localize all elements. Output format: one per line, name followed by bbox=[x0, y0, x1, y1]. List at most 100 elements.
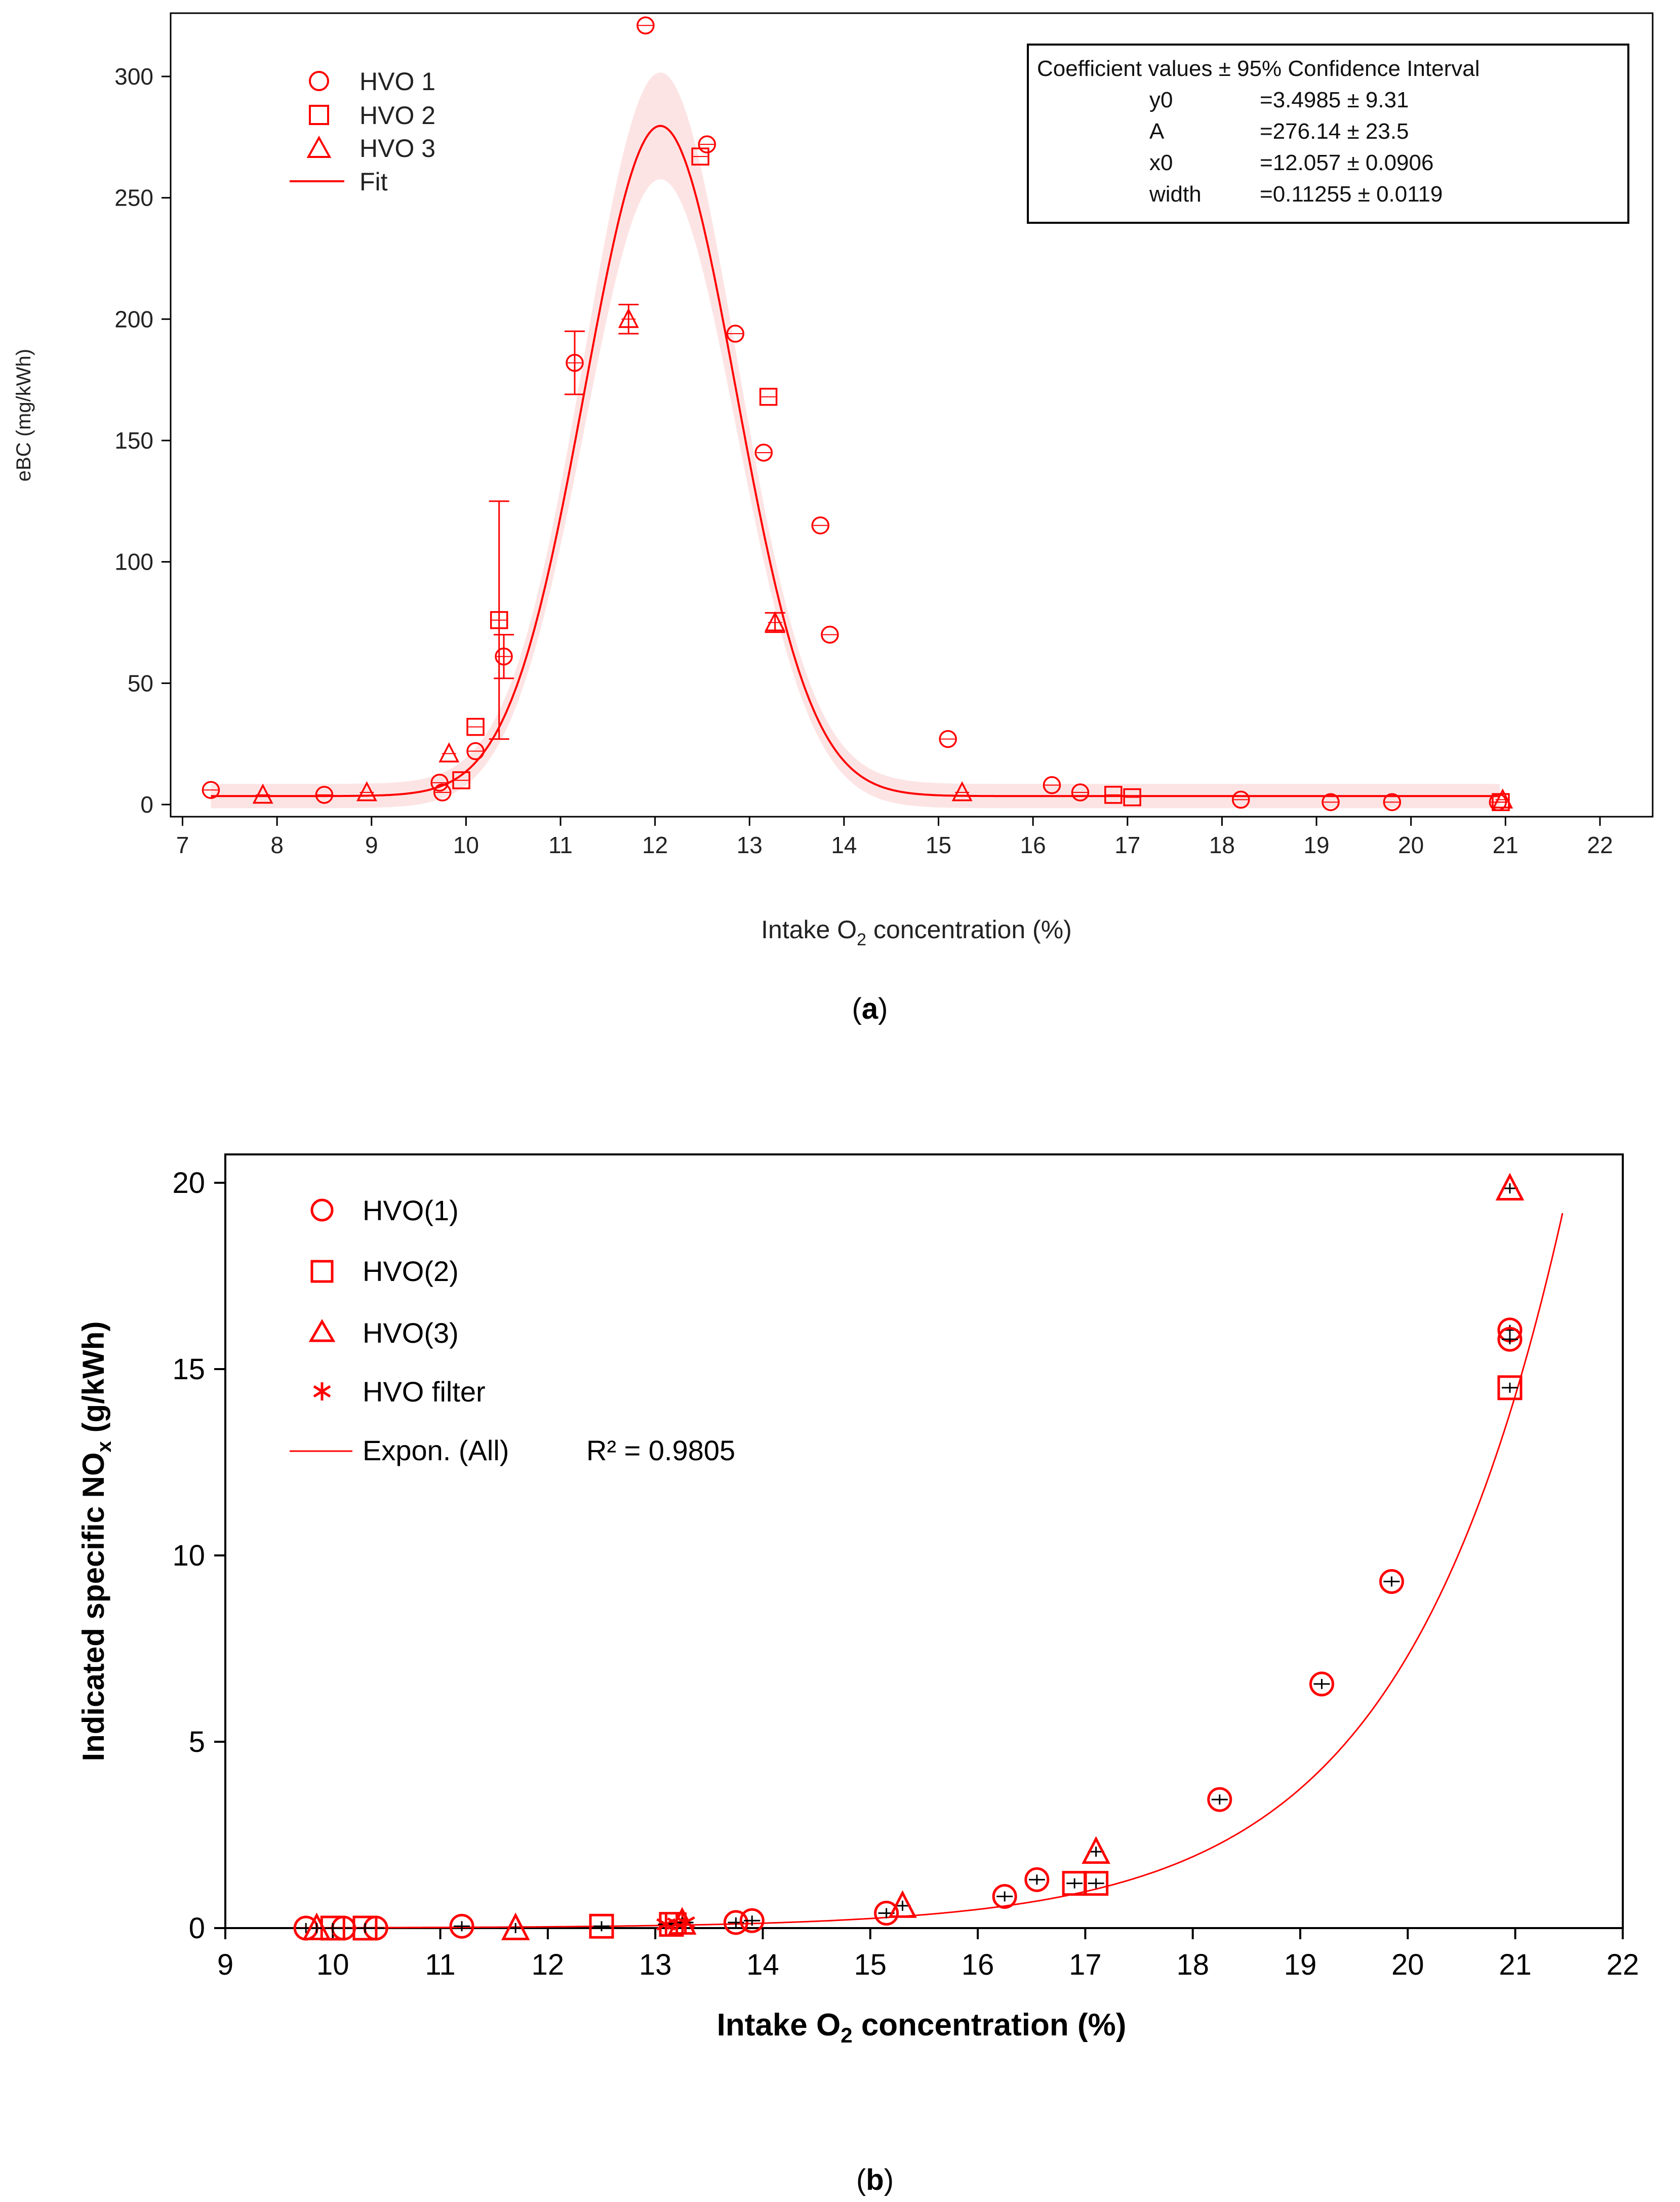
coef-name: width bbox=[1149, 182, 1202, 207]
data-point-triangle bbox=[1082, 1836, 1110, 1864]
chart-panel-a: 7 8 9 10 11 12 13 14 15 16 17 18 19 20 21 22 0 50 100 150 20… bbox=[13, 12, 1654, 1025]
y-tick-label-b: 15 bbox=[172, 1353, 205, 1386]
coef-title: Coefficient values ± 95% Confidence Inte… bbox=[1037, 56, 1480, 81]
data-point-square bbox=[1104, 786, 1123, 804]
legend-marker-triangle bbox=[308, 1319, 336, 1342]
x-tick-label-a: 20 bbox=[1398, 832, 1424, 858]
y-tick-label-b: 0 bbox=[189, 1912, 205, 1945]
data-point-circle bbox=[1207, 1787, 1232, 1812]
y-tick-label-a: 300 bbox=[114, 63, 153, 90]
y-axis-label-a: eBC (mg/kWh) bbox=[13, 349, 35, 482]
caption-b: (b) bbox=[856, 2164, 894, 2196]
data-point-circle bbox=[874, 1901, 899, 1926]
data-point-square bbox=[589, 1913, 614, 1939]
y-tick-label-b: 20 bbox=[172, 1167, 205, 1199]
coef-name: x0 bbox=[1149, 150, 1173, 175]
data-point-triangle bbox=[302, 1912, 331, 1941]
y-tick-label-a: 50 bbox=[128, 670, 153, 696]
x-tick-label-b: 18 bbox=[1176, 1948, 1209, 1981]
data-point-triangle bbox=[765, 611, 786, 631]
coef-value: =3.4985 ± 9.31 bbox=[1260, 88, 1409, 112]
legend-marker-square bbox=[310, 1260, 334, 1283]
x-tick-label-b: 22 bbox=[1607, 1948, 1639, 1981]
data-point-circle bbox=[1232, 790, 1250, 809]
data-point-circle bbox=[495, 647, 513, 666]
x-tick-label-a: 9 bbox=[365, 832, 378, 858]
legend-marker-square bbox=[309, 105, 329, 125]
legend-label-fit: Fit bbox=[359, 168, 388, 196]
x-tick-label-b: 9 bbox=[217, 1948, 233, 1981]
data-point-triangle bbox=[888, 1890, 917, 1918]
confidence-band bbox=[211, 72, 1500, 809]
y-tick-label-a: 100 bbox=[114, 549, 153, 575]
x-tick-label-b: 11 bbox=[425, 1948, 455, 1981]
x-tick-label-a: 11 bbox=[548, 832, 573, 858]
x-tick-label-a: 10 bbox=[453, 832, 479, 858]
legend-marker-circle bbox=[309, 71, 329, 91]
data-point-square bbox=[1084, 1871, 1109, 1896]
x-axis-label-b: Intake O2 concentration (%) bbox=[717, 2008, 1127, 2047]
legend-label-hvo3: HVO(3) bbox=[363, 1317, 459, 1349]
data-point-circle bbox=[754, 444, 773, 462]
data-point-circle bbox=[1322, 793, 1340, 811]
r-squared-label: R² = 0.9805 bbox=[586, 1434, 735, 1466]
x-tick-label-a: 21 bbox=[1493, 832, 1518, 858]
legend-label-expon: Expon. (All) bbox=[363, 1434, 509, 1466]
x-tick-label-a: 13 bbox=[737, 832, 763, 858]
data-point-circle bbox=[726, 325, 745, 343]
legend-a: HVO 1 HVO 2 HVO 3 Fit bbox=[290, 67, 435, 196]
x-tick-label-b: 19 bbox=[1284, 1948, 1317, 1981]
data-point-circle bbox=[992, 1884, 1017, 1909]
data-point-circle bbox=[433, 783, 452, 802]
x-tick-label-b: 13 bbox=[639, 1948, 672, 1981]
data-point-circle bbox=[466, 742, 485, 760]
x-axis-label-a: Intake O2 concentration (%) bbox=[761, 915, 1072, 949]
data-point-square bbox=[691, 147, 709, 166]
plot-frame-a bbox=[170, 12, 1654, 818]
x-tick-label-b: 21 bbox=[1499, 1948, 1532, 1981]
data-point-asterisk bbox=[675, 1912, 695, 1933]
plot-frame-b bbox=[224, 1153, 1624, 1929]
data-point-circle bbox=[1379, 1569, 1404, 1594]
x-tick-label-a: 17 bbox=[1114, 832, 1140, 858]
x-tick-label-a: 19 bbox=[1303, 832, 1329, 858]
data-point-circle bbox=[202, 781, 220, 799]
x-tick-label-b: 17 bbox=[1069, 1948, 1102, 1981]
data-point-circle bbox=[1497, 1327, 1523, 1352]
x-tick-label-a: 16 bbox=[1020, 832, 1046, 858]
y-tick-label-b: 10 bbox=[172, 1539, 205, 1572]
data-point-square bbox=[352, 1915, 378, 1941]
y-tick-label-a: 0 bbox=[140, 791, 153, 818]
x-tick-label-b: 14 bbox=[746, 1948, 779, 1981]
data-point-triangle bbox=[951, 781, 973, 802]
data-point-triangle bbox=[618, 308, 639, 328]
legend-label-hvo1: HVO 1 bbox=[359, 67, 435, 96]
x-tick-label-b: 12 bbox=[532, 1948, 565, 1981]
x-tick-label-b: 20 bbox=[1391, 1948, 1424, 1981]
x-tick-label-a: 7 bbox=[176, 832, 189, 858]
data-point-circle bbox=[698, 135, 716, 153]
legend-label-hvo2: HVO 2 bbox=[359, 101, 435, 130]
x-tick-label-a: 22 bbox=[1587, 832, 1613, 858]
caption-a: (a) bbox=[852, 992, 888, 1025]
data-point-circle bbox=[449, 1913, 474, 1939]
coef-value: =12.057 ± 0.0906 bbox=[1260, 150, 1433, 175]
legend-label-hvo-filter: HVO filter bbox=[363, 1376, 486, 1408]
data-point-triangle bbox=[356, 781, 377, 802]
data-point-circle bbox=[566, 353, 584, 372]
x-tick-label-a: 15 bbox=[926, 832, 951, 858]
data-point-square bbox=[1123, 788, 1141, 807]
y-tick-label-b: 5 bbox=[189, 1726, 205, 1758]
chart-panel-b: 9 10 11 12 13 14 15 16 17 18 19 20 21 22 0 5 10 15 20 Indi… bbox=[76, 1153, 1639, 2196]
legend-marker-triangle bbox=[306, 135, 332, 158]
x-tick-label-a: 12 bbox=[642, 832, 668, 858]
x-tick-label-b: 10 bbox=[316, 1948, 349, 1981]
coefficient-box: Coefficient values ± 95% Confidence Inte… bbox=[1027, 44, 1629, 224]
y-tick-label-a: 150 bbox=[114, 427, 153, 454]
legend-marker-asterisk bbox=[313, 1382, 331, 1400]
data-point-circle bbox=[739, 1908, 765, 1933]
y-tick-label-a: 250 bbox=[114, 185, 153, 211]
y-axis-label-b: Indicated specific NOx (g/kWh) bbox=[76, 1321, 115, 1761]
legend-label-hvo1: HVO(1) bbox=[363, 1194, 459, 1226]
data-point-triangle bbox=[501, 1912, 530, 1941]
